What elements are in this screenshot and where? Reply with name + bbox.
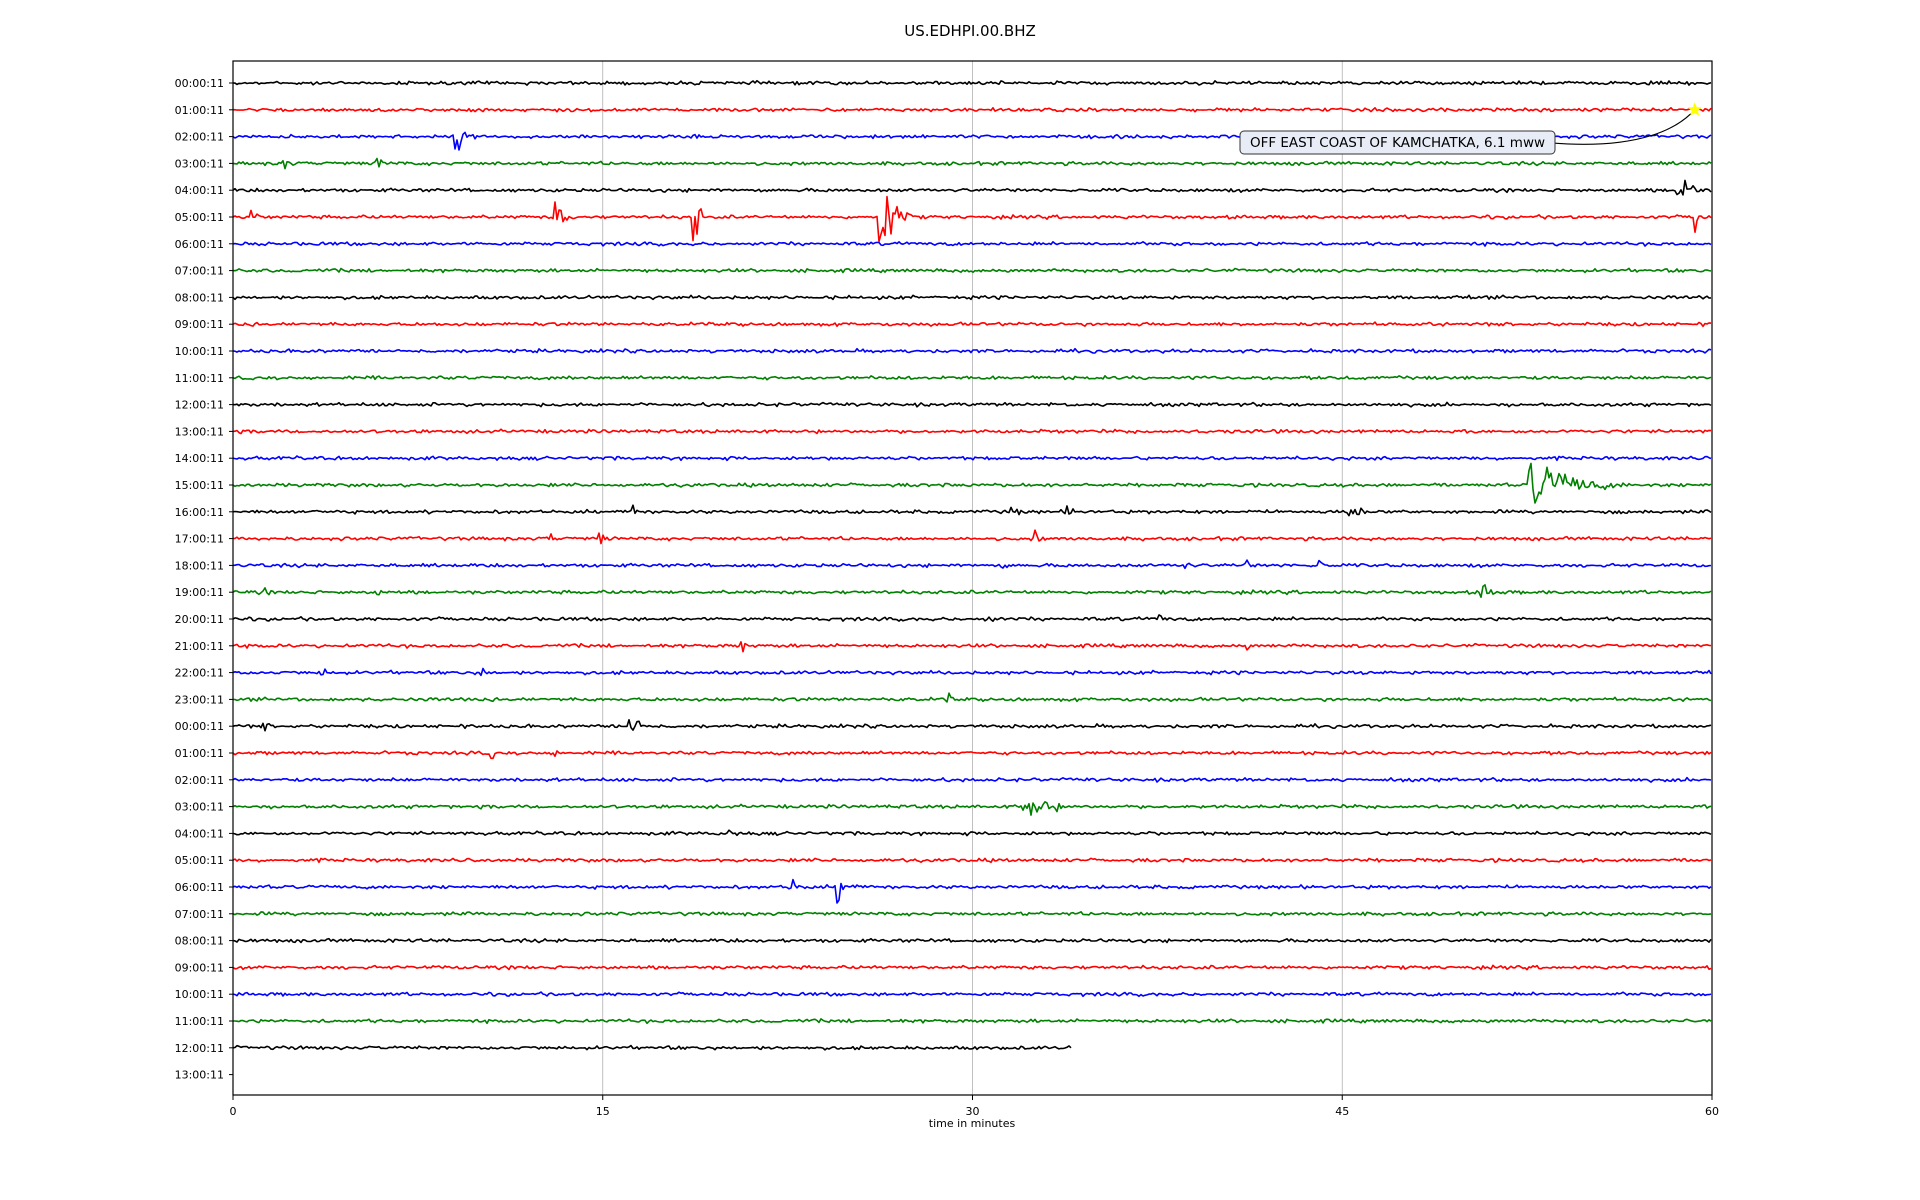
y-tick-label: 11:00:11 — [175, 1015, 224, 1028]
trace-line — [232, 641, 1712, 653]
trace-line — [232, 991, 1712, 998]
trace-line — [232, 195, 1712, 243]
y-tick-label: 04:00:11 — [175, 827, 224, 840]
y-tick-label: 22:00:11 — [175, 667, 224, 680]
trace-line — [232, 692, 1712, 703]
trace-line — [232, 719, 1712, 732]
y-tick-label: 12:00:11 — [175, 1042, 224, 1055]
trace-line — [232, 529, 1712, 545]
trace-line — [232, 455, 1712, 462]
y-tick-label: 05:00:11 — [175, 854, 224, 867]
trace-line — [232, 347, 1712, 354]
y-tick-label: 08:00:11 — [175, 291, 224, 304]
y-tick-label: 15:00:11 — [175, 479, 224, 492]
y-tick-label: 09:00:11 — [175, 961, 224, 974]
y-tick-label: 10:00:11 — [175, 988, 224, 1001]
y-tick-label: 07:00:11 — [175, 908, 224, 921]
y-tick-label: 07:00:11 — [175, 265, 224, 278]
y-tick-label: 05:00:11 — [175, 211, 224, 224]
trace-line — [232, 964, 1712, 971]
event-star-icon — [1687, 102, 1703, 117]
trace-line — [232, 179, 1712, 196]
trace-line — [232, 1044, 1072, 1051]
trace-line — [232, 559, 1712, 570]
y-tick-label: 03:00:11 — [175, 801, 224, 814]
x-gridlines — [602, 61, 1343, 1095]
trace-line — [232, 584, 1712, 598]
x-tick-label: 60 — [1705, 1105, 1719, 1118]
trace-line — [232, 801, 1712, 816]
y-tick-labels: 00:00:11 01:00:11 02:00:11 03:00:11 04:00:11… — [175, 77, 233, 1082]
trace-line — [232, 294, 1712, 301]
y-tick-label: 02:00:11 — [175, 774, 224, 787]
trace-line — [232, 375, 1712, 381]
y-tick-label: 03:00:11 — [175, 157, 224, 170]
trace-line — [232, 937, 1712, 944]
x-tick-label: 45 — [1335, 1105, 1349, 1118]
y-tick-label: 19:00:11 — [175, 586, 224, 599]
trace-line — [232, 79, 1712, 86]
y-tick-label: 08:00:11 — [175, 935, 224, 948]
y-tick-label: 18:00:11 — [175, 559, 224, 572]
annotation-arrow — [1549, 113, 1692, 145]
trace-line — [232, 750, 1712, 760]
y-tick-label: 21:00:11 — [175, 640, 224, 653]
y-tick-label: 13:00:11 — [175, 1069, 224, 1082]
y-tick-label: 02:00:11 — [175, 131, 224, 144]
x-axis-label: time in minutes — [929, 1117, 1016, 1130]
trace-line — [232, 614, 1712, 622]
trace-line — [232, 157, 1712, 170]
y-tick-label: 16:00:11 — [175, 506, 224, 519]
trace-line — [232, 878, 1712, 904]
trace-line — [233, 1018, 1712, 1025]
y-tick-label: 00:00:11 — [175, 720, 224, 733]
y-tick-label: 06:00:11 — [175, 881, 224, 894]
y-tick-label: 17:00:11 — [175, 533, 224, 546]
y-tick-label: 14:00:11 — [175, 452, 224, 465]
chart-title: US.EDHPI.00.BHZ — [904, 22, 1036, 40]
trace-line — [232, 321, 1712, 328]
trace-line — [232, 241, 1712, 247]
y-tick-label: 23:00:11 — [175, 693, 224, 706]
y-tick-label: 01:00:11 — [175, 104, 224, 117]
trace-line — [232, 857, 1712, 864]
y-tick-label: 13:00:11 — [175, 425, 224, 438]
x-tick-label: 0 — [230, 1105, 237, 1118]
trace-line — [232, 107, 1712, 113]
trace-line — [232, 829, 1712, 837]
y-tick-label: 00:00:11 — [175, 77, 224, 90]
trace-line — [232, 504, 1712, 517]
annotation-text: OFF EAST COAST OF KAMCHATKA, 6.1 mww — [1250, 135, 1545, 151]
trace-line — [232, 428, 1712, 435]
x-axis: 0 15 30 45 60 — [230, 1095, 1719, 1118]
x-tick-label: 15 — [596, 1105, 610, 1118]
y-tick-label: 10:00:11 — [175, 345, 224, 358]
y-tick-label: 06:00:11 — [175, 238, 224, 251]
trace-line — [232, 776, 1712, 783]
trace-line — [232, 462, 1712, 504]
y-tick-label: 04:00:11 — [175, 184, 224, 197]
trace-line — [232, 667, 1712, 677]
y-tick-label: 20:00:11 — [175, 613, 224, 626]
trace-line — [232, 911, 1712, 917]
seismic-traces — [232, 79, 1712, 1051]
trace-line — [232, 401, 1712, 408]
trace-line — [232, 267, 1712, 274]
event-annotation: OFF EAST COAST OF KAMCHATKA, 6.1 mww — [1239, 102, 1703, 155]
y-tick-label: 09:00:11 — [175, 318, 224, 331]
annotation-box — [1239, 130, 1556, 155]
x-tick-label: 30 — [966, 1105, 980, 1118]
y-tick-label: 12:00:11 — [175, 399, 224, 412]
y-tick-label: 01:00:11 — [175, 747, 224, 760]
y-tick-label: 11:00:11 — [175, 372, 224, 385]
